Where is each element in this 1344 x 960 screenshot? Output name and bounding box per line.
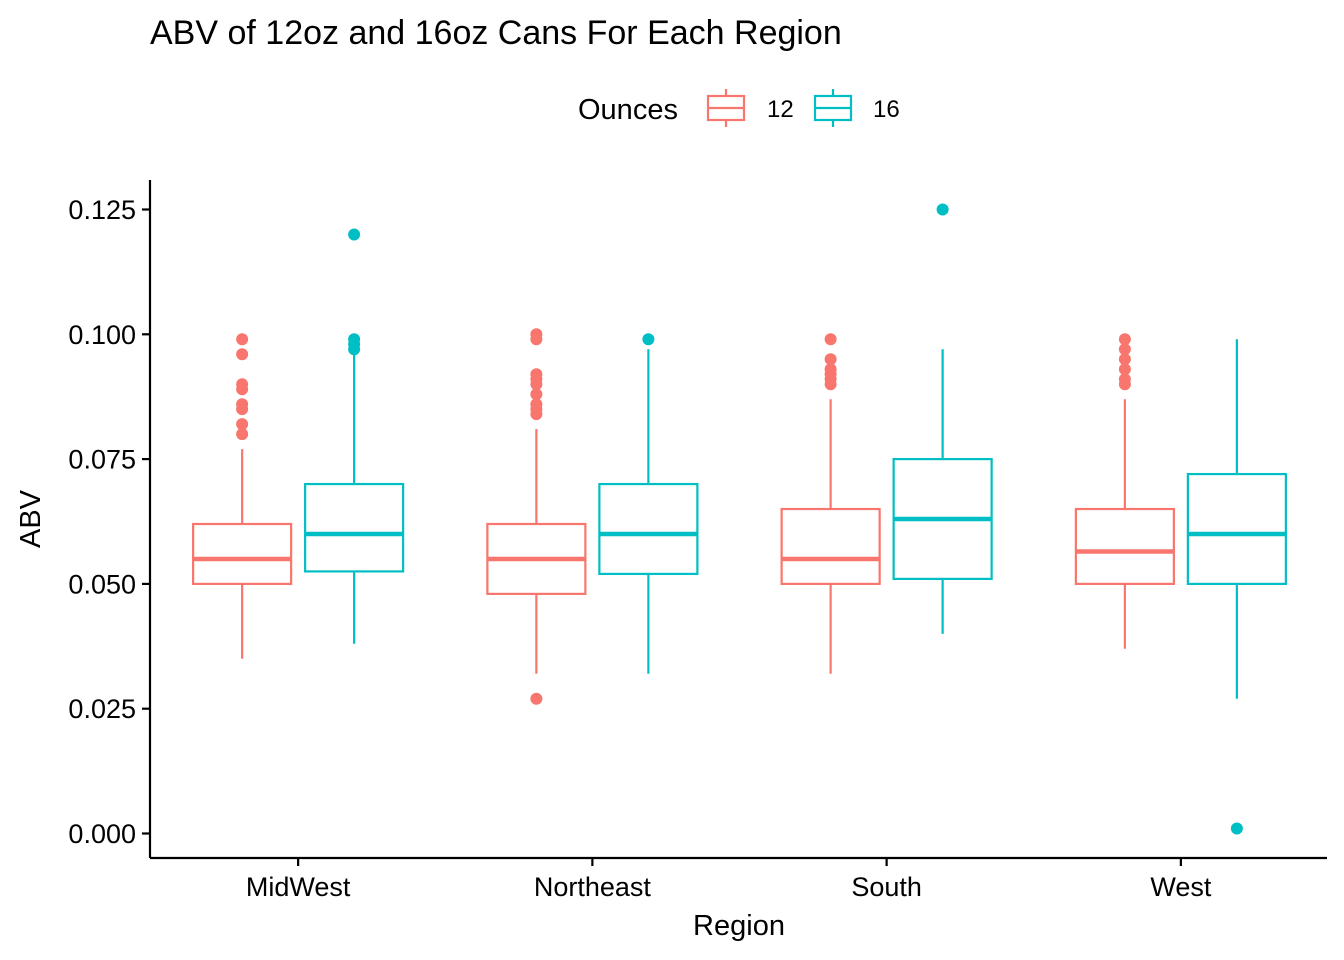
box-west-16oz (1186, 339, 1287, 835)
box-northeast-16oz (598, 333, 699, 674)
outlier-point (1230, 822, 1243, 835)
outlier-point (530, 398, 543, 411)
outlier-point (236, 378, 249, 391)
outlier-point (824, 333, 837, 346)
outlier-point (236, 418, 249, 431)
box-midwest-16oz (304, 228, 405, 644)
outlier-point (530, 692, 543, 705)
y-tick-label: 0.075 (68, 445, 136, 475)
outlier-point (348, 333, 361, 346)
outlier-point (1118, 333, 1131, 346)
box-iqr (1074, 507, 1175, 585)
x-tick-label: South (851, 872, 922, 902)
x-tick-label: Northeast (534, 872, 652, 902)
legend-item-12: 12 (706, 89, 794, 127)
outlier-point (530, 368, 543, 381)
outlier-point (236, 348, 249, 361)
legend-label: 12 (767, 96, 794, 123)
outlier-point (1118, 343, 1131, 356)
outlier-point (1118, 353, 1131, 366)
box-iqr (192, 522, 293, 585)
outlier-point (824, 363, 837, 376)
outlier-point (1118, 373, 1131, 386)
legend-title: Ounces (578, 94, 678, 126)
y-tick-label: 0.125 (68, 195, 136, 225)
box-south-12oz (780, 333, 881, 674)
outlier-point (530, 388, 543, 401)
outlier-point (236, 428, 249, 441)
outlier-point (530, 328, 543, 341)
x-tick-label: MidWest (246, 872, 351, 902)
x-axis-title: Region (693, 910, 785, 942)
outlier-point (1118, 363, 1131, 376)
y-tick-label: 0.000 (68, 819, 136, 849)
legend-key (706, 89, 746, 127)
legend: Ounces 12 16 (578, 89, 900, 127)
legend-items: 12 16 (706, 89, 900, 127)
outlier-point (236, 333, 249, 346)
y-axis-title: ABV (15, 489, 47, 548)
box-west-12oz (1074, 333, 1175, 649)
outlier-point (936, 203, 949, 216)
box-northeast-12oz (486, 328, 587, 705)
box-iqr (1186, 472, 1287, 585)
chart-title: ABV of 12oz and 16oz Cans For Each Regio… (150, 14, 842, 52)
outlier-point (642, 333, 655, 346)
box-iqr (780, 507, 881, 585)
box-iqr (304, 482, 405, 573)
legend-label: 16 (873, 96, 900, 123)
outlier-point (824, 353, 837, 366)
box-iqr (598, 482, 699, 576)
outlier-point (236, 398, 249, 411)
axes: 0.000 0.025 0.050 0.075 0.100 0.125 MidWest Nor… (68, 180, 1327, 902)
legend-item-16: 16 (813, 89, 900, 127)
outlier-point (348, 228, 361, 241)
x-tick-label: West (1150, 872, 1212, 902)
box-midwest-12oz (192, 333, 293, 659)
y-tick-label: 0.100 (68, 320, 136, 350)
legend-key (813, 89, 853, 127)
y-tick-label: 0.025 (68, 694, 136, 724)
y-tick-label: 0.050 (68, 569, 136, 599)
box-south-16oz (892, 203, 993, 634)
plot-area (192, 203, 1287, 835)
